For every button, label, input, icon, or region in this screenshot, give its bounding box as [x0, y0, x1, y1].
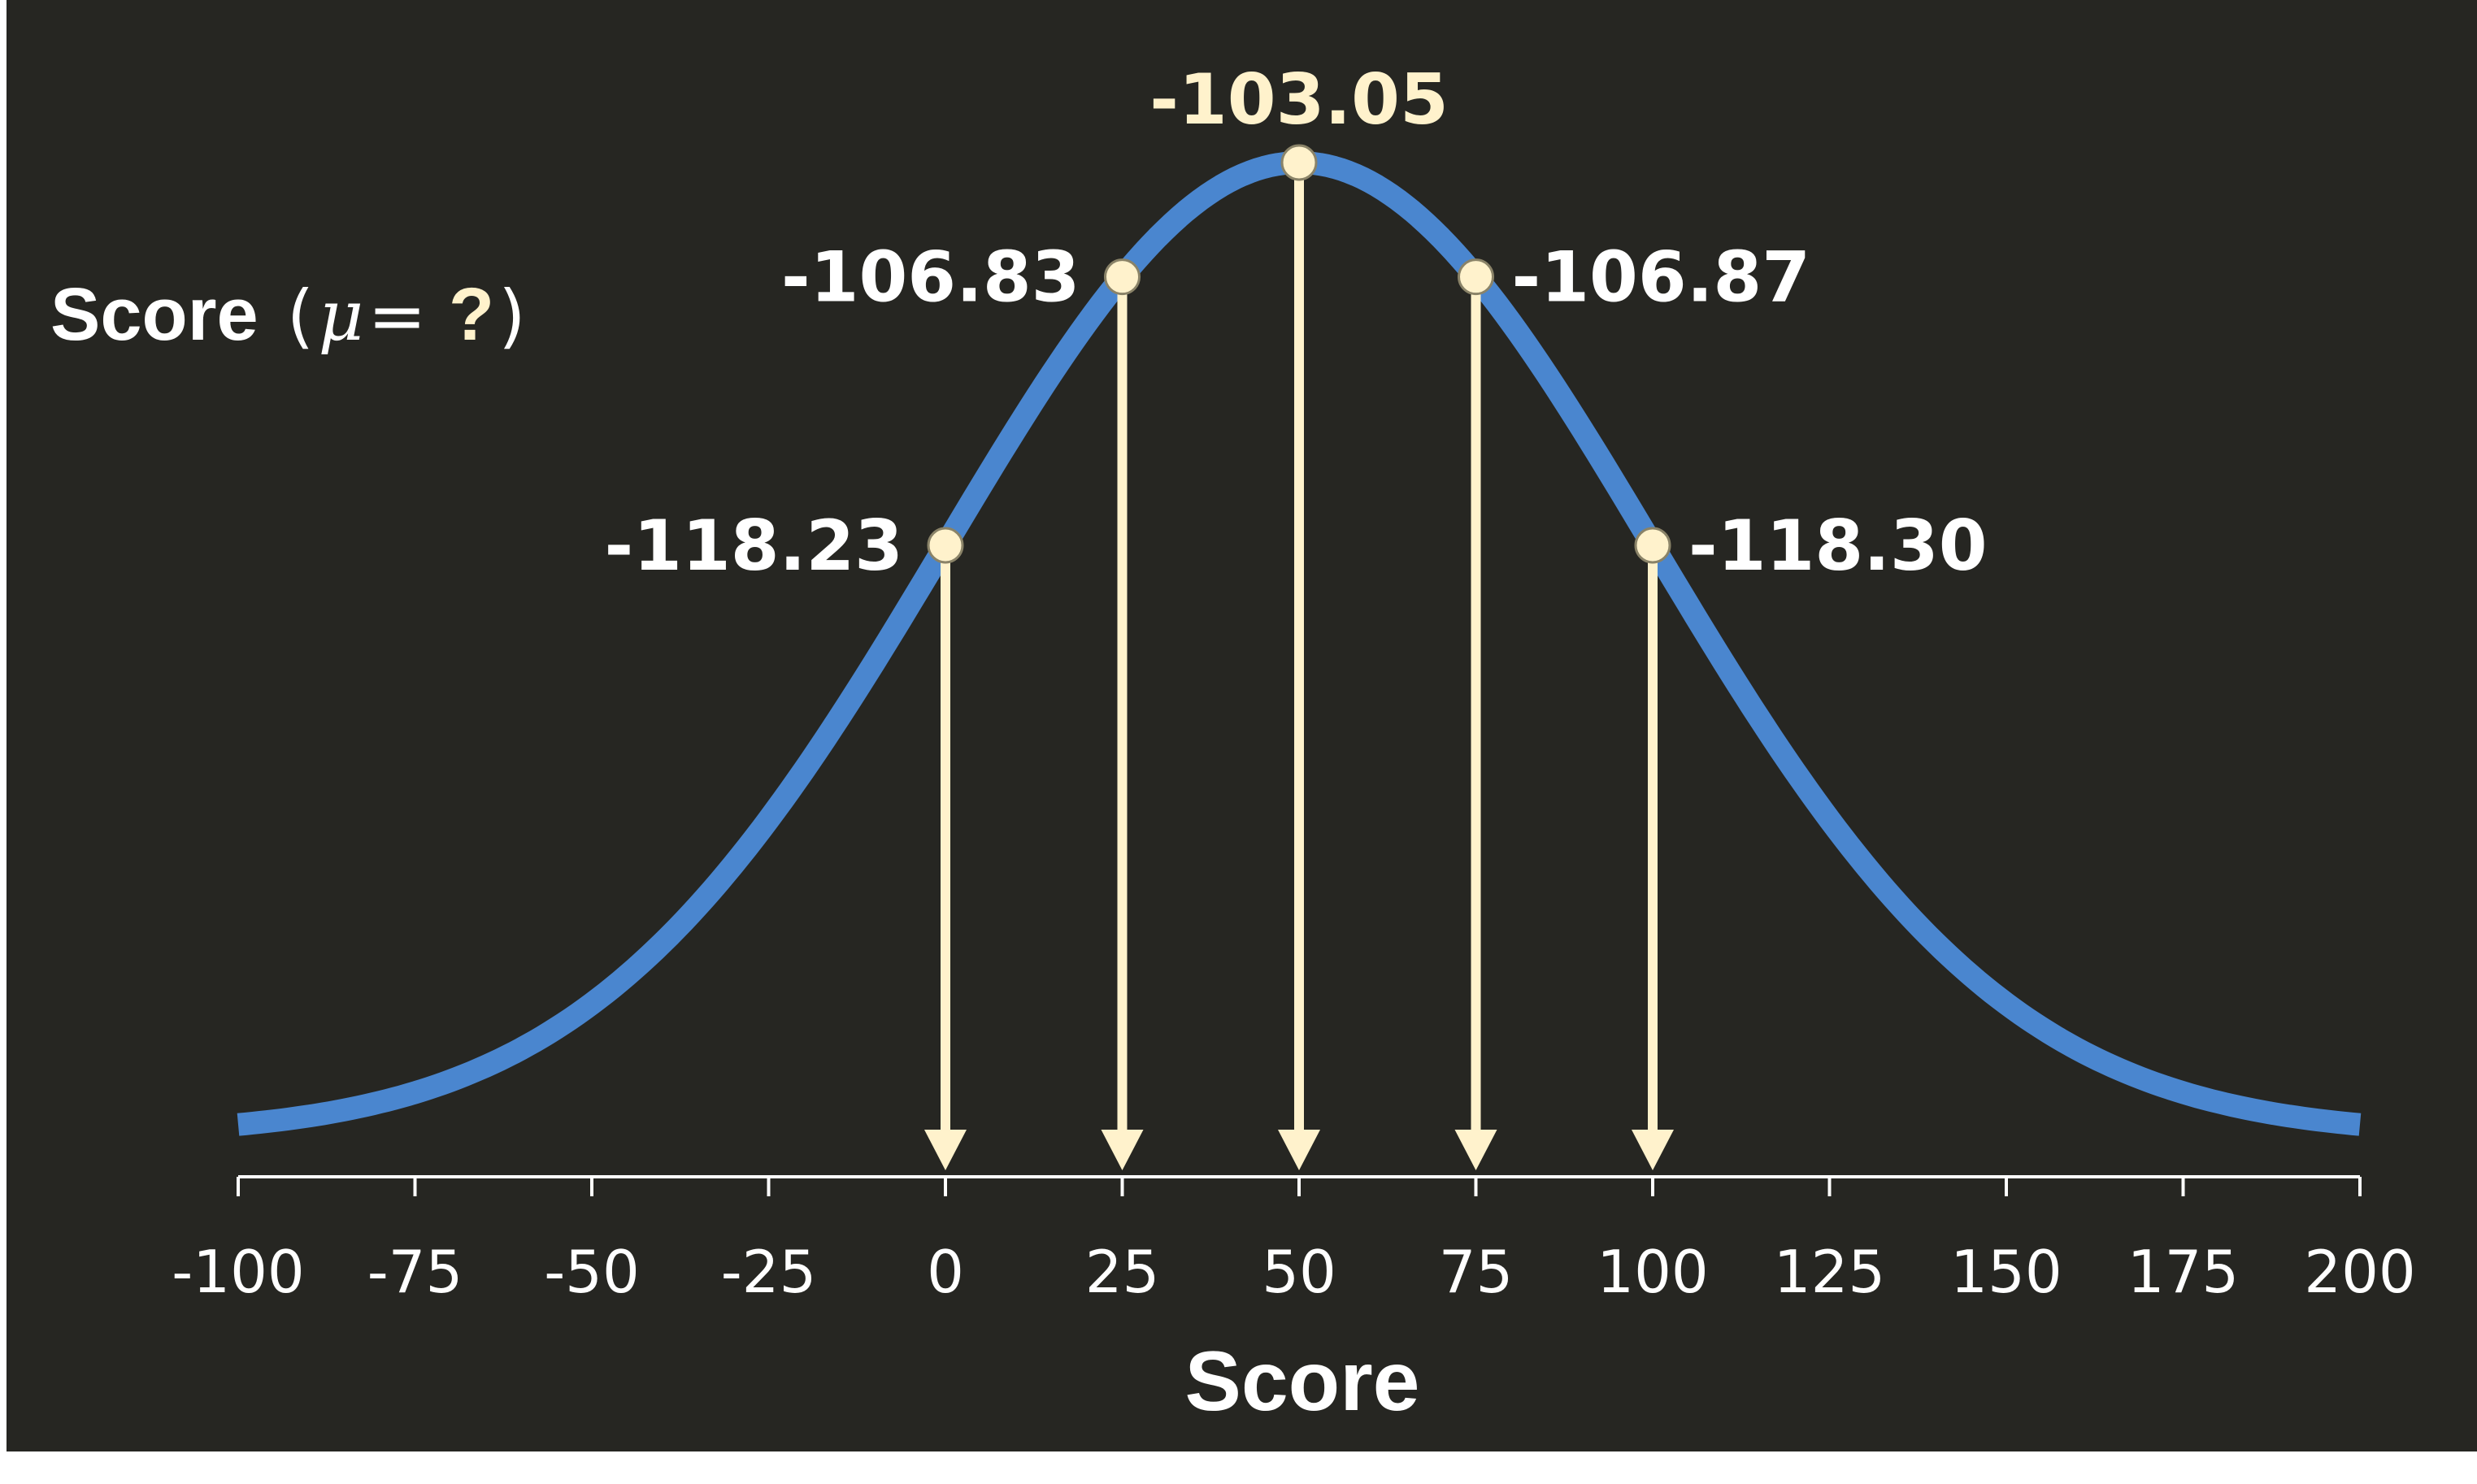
x-axis-ticks — [237, 1177, 2362, 1196]
point-value-labels: -118.23 -106.83 -103.05 -106.87 -118.30 — [604, 59, 1987, 587]
arrow-group — [924, 163, 1674, 1170]
x-tick-label: -25 — [721, 1238, 817, 1306]
y-axis-label-prefix: Score — [50, 273, 259, 356]
x-tick-label: -75 — [367, 1238, 463, 1306]
x-tick-label: 125 — [1774, 1238, 1885, 1306]
point-value-label: -106.83 — [781, 237, 1080, 319]
x-axis-title: Score — [1184, 1334, 1419, 1429]
arrow-head — [1101, 1130, 1144, 1170]
x-axis-tick-labels: -100 -75 -50 -25 0 25 50 75 100 125 150 175 200 — [172, 1238, 2415, 1306]
x-tick-label: 75 — [1439, 1238, 1514, 1306]
y-axis-label-equals: = — [367, 276, 448, 357]
point-value-label: -118.23 — [604, 506, 903, 587]
x-tick-label: 175 — [2127, 1238, 2239, 1306]
arrow-head — [1632, 1130, 1674, 1170]
y-axis-label-mu: μ — [318, 276, 363, 357]
data-point — [1104, 258, 1141, 296]
x-tick-label: 50 — [1262, 1238, 1336, 1306]
svg-text:Score ( μ =: Score ( μ = ? ) — [50, 273, 526, 357]
y-axis-label-unknown: ? — [449, 273, 494, 356]
data-point — [1458, 258, 1494, 296]
arrow-head — [1278, 1130, 1320, 1170]
arrow-head — [924, 1130, 967, 1170]
x-tick-label: 0 — [927, 1238, 964, 1306]
x-tick-label: -50 — [544, 1238, 640, 1306]
data-point — [927, 527, 964, 564]
chart-background — [7, 0, 2477, 1451]
y-axis-label-close-paren: ) — [498, 276, 526, 357]
point-value-label: -106.87 — [1512, 237, 1811, 319]
x-tick-label: 100 — [1597, 1238, 1708, 1306]
x-tick-label: 150 — [1950, 1238, 2062, 1306]
point-value-label: -118.30 — [1688, 506, 1988, 587]
y-axis-label-open-paren: ( — [287, 276, 315, 357]
point-value-label: -103.05 — [1149, 59, 1449, 141]
x-tick-label: -100 — [172, 1238, 304, 1306]
y-axis-label: Score ( μ = ? ) — [50, 273, 526, 357]
x-tick-label: 200 — [2304, 1238, 2415, 1306]
data-point — [1280, 144, 1318, 181]
x-tick-label: 25 — [1085, 1238, 1160, 1306]
data-point — [1634, 527, 1671, 564]
point-markers — [927, 144, 1671, 564]
arrow-head — [1454, 1130, 1497, 1170]
